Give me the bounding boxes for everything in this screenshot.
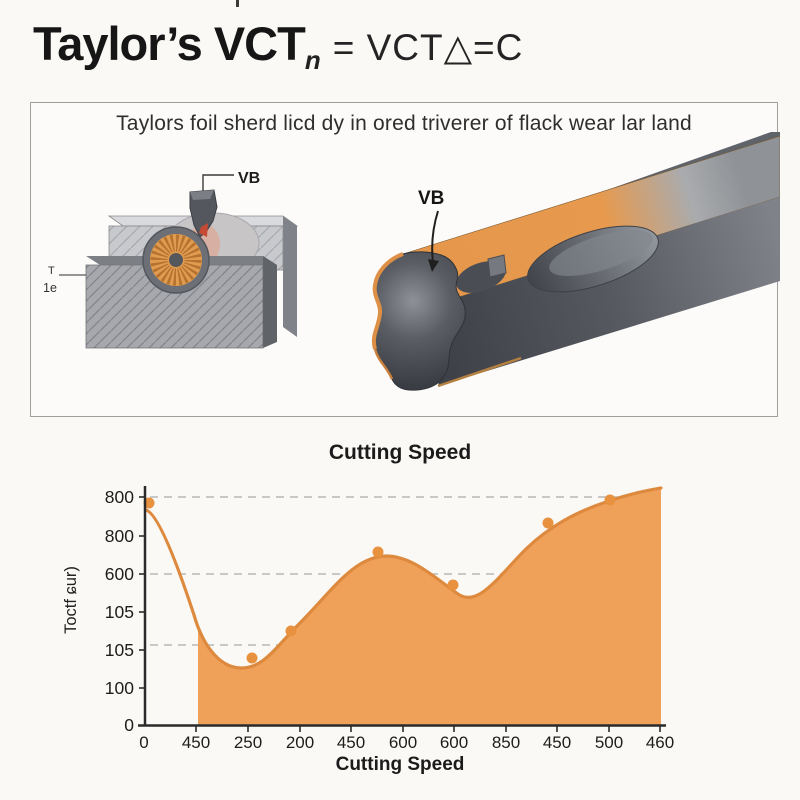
right-diagram: VB xyxy=(371,132,780,391)
arrowhead xyxy=(428,259,439,272)
x-tick: 0 xyxy=(139,733,148,752)
title-bold-text: Taylor’s VCT xyxy=(33,17,306,70)
curve-line xyxy=(144,486,663,670)
right-diagram-labels: VB xyxy=(418,188,444,272)
x-tick-labels: 0 450 250 200 450 600 600 850 450 500 46… xyxy=(139,733,674,752)
y-tick: 105 xyxy=(105,602,134,622)
x-tick: 250 xyxy=(234,733,262,752)
left-diagram-labels: VB T 1e xyxy=(43,170,260,295)
tool-bar xyxy=(371,132,780,391)
data-point xyxy=(447,579,459,591)
axes xyxy=(138,486,666,727)
one-e-label: 1e xyxy=(43,281,57,295)
x-tick: 460 xyxy=(646,733,674,752)
y-tick: 800 xyxy=(105,487,134,507)
y-tick-marks xyxy=(139,496,145,689)
x-tick: 600 xyxy=(440,733,468,752)
x-tick-marks xyxy=(195,726,661,732)
left-diagram: VB T 1e xyxy=(43,170,299,349)
x-tick: 600 xyxy=(389,733,417,752)
title-equation: = VCT△=C xyxy=(332,27,524,68)
y-tick: 100 xyxy=(105,678,134,698)
x-tick: 850 xyxy=(492,733,520,752)
wear-accent xyxy=(199,223,208,237)
t-label: T xyxy=(48,265,55,277)
data-point xyxy=(246,652,258,664)
tool-holder xyxy=(189,189,218,238)
data-point xyxy=(542,517,554,529)
y-axis-title: Toctf ɕur) xyxy=(62,566,80,634)
title-subscript: n xyxy=(304,45,321,75)
x-tick: 450 xyxy=(543,733,571,752)
chip-groove xyxy=(456,225,659,293)
tool-life-chart: Cutting Speed xyxy=(62,441,674,775)
y-tick: 600 xyxy=(105,564,134,584)
x-tick: 450 xyxy=(182,733,210,752)
chart-title: Cutting Speed xyxy=(329,441,471,464)
artifact-mark xyxy=(236,0,239,7)
data-point xyxy=(372,546,384,558)
x-axis-title: Cutting Speed xyxy=(336,754,465,775)
area-fill xyxy=(198,488,661,725)
data-point xyxy=(604,494,616,506)
y-tick: 105 xyxy=(105,640,134,660)
y-tick: 800 xyxy=(105,526,134,546)
vb-label-right: VB xyxy=(418,188,444,209)
y-tick: 0 xyxy=(124,715,134,735)
figure-box: Taylors foil sherd licd dy in ored trive… xyxy=(30,102,780,417)
data-point xyxy=(285,625,297,637)
vb-label-left: VB xyxy=(238,170,260,187)
x-tick: 500 xyxy=(595,733,623,752)
x-tick: 200 xyxy=(286,733,314,752)
figure-caption: Taylors foil sherd licd dy in ored trive… xyxy=(116,112,692,135)
page-title: Taylor’s VCTn = VCT△=C xyxy=(33,16,773,76)
y-tick-labels: 800 800 600 105 105 100 0 xyxy=(105,487,134,735)
milling-wheel xyxy=(142,226,210,294)
x-tick: 450 xyxy=(337,733,365,752)
wheel-spokes xyxy=(150,234,202,286)
